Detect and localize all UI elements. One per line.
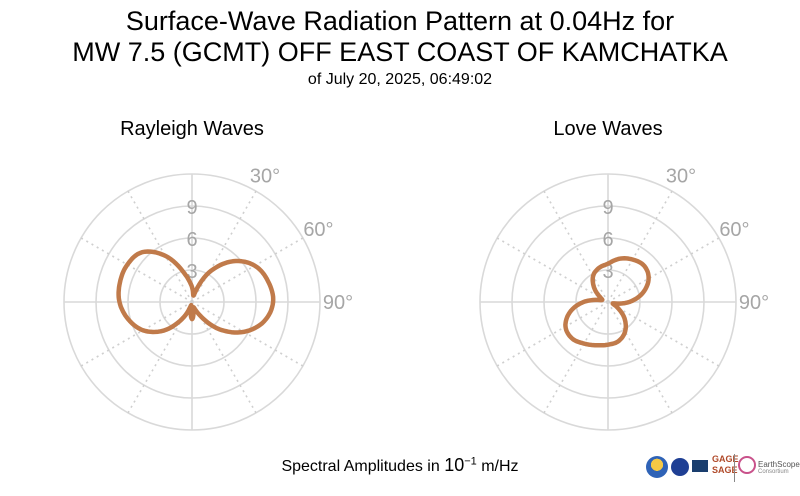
consortium-logo-text: Consortium	[758, 469, 789, 475]
chart-title-block: Surface-Wave Radiation Pattern at 0.04Hz…	[0, 6, 800, 90]
nsf-logo-icon	[646, 456, 668, 478]
love-radial-tick-label: 6	[602, 229, 613, 251]
units-base: 10	[444, 455, 465, 475]
rayleigh-angle-tick-label: 90°	[323, 292, 353, 314]
logo-divider	[734, 454, 735, 482]
rayleigh-radial-tick-label: 9	[186, 197, 197, 219]
rayleigh-angle-tick-label: 60°	[303, 219, 333, 241]
love-angle-tick-label: 30°	[666, 166, 696, 188]
rayleigh-radial-tick-label: 6	[186, 229, 197, 251]
love-angle-tick-label: 60°	[719, 219, 749, 241]
earthscope-logo-icon	[738, 456, 756, 474]
chart-title-line-1: Surface-Wave Radiation Pattern at 0.04Hz…	[125, 6, 675, 36]
rayleigh-angle-tick-label: 30°	[250, 166, 280, 188]
chart-subtitle: of July 20, 2025, 06:49:02	[307, 71, 493, 88]
gage-logo-text: GAGE	[712, 454, 739, 464]
units-prefix: Spectral Amplitudes in	[281, 458, 445, 475]
units-suffix: m/Hz	[476, 458, 519, 475]
love-angle-tick-label: 90°	[739, 292, 769, 314]
chart-title-line-2: MW 7.5 (GCMT) OFF EAST COAST OF KAMCHATK…	[72, 37, 728, 67]
love-radiation-curve	[563, 256, 651, 348]
rayleigh-radiation-curve	[116, 249, 276, 335]
love-radial-tick-label: 9	[602, 197, 613, 219]
earthscope-logo-text: EarthScope	[758, 460, 800, 469]
units-exponent: −1	[464, 455, 477, 468]
amplitude-units-label: Spectral Amplitudes in 10−1 m/Hz	[0, 455, 800, 476]
sage-logo-text: SAGE	[712, 465, 738, 475]
usgs-logo-icon	[692, 460, 708, 472]
nasa-logo-icon	[671, 458, 689, 476]
love-radial-tick-label: 3	[602, 261, 613, 283]
rayleigh-panel-title: Rayleigh Waves	[120, 118, 264, 140]
sponsor-logos: GAGE SAGE EarthScope Consortium	[646, 452, 800, 488]
rayleigh-radial-tick-label: 3	[186, 261, 197, 283]
love-panel-title: Love Waves	[553, 118, 663, 140]
